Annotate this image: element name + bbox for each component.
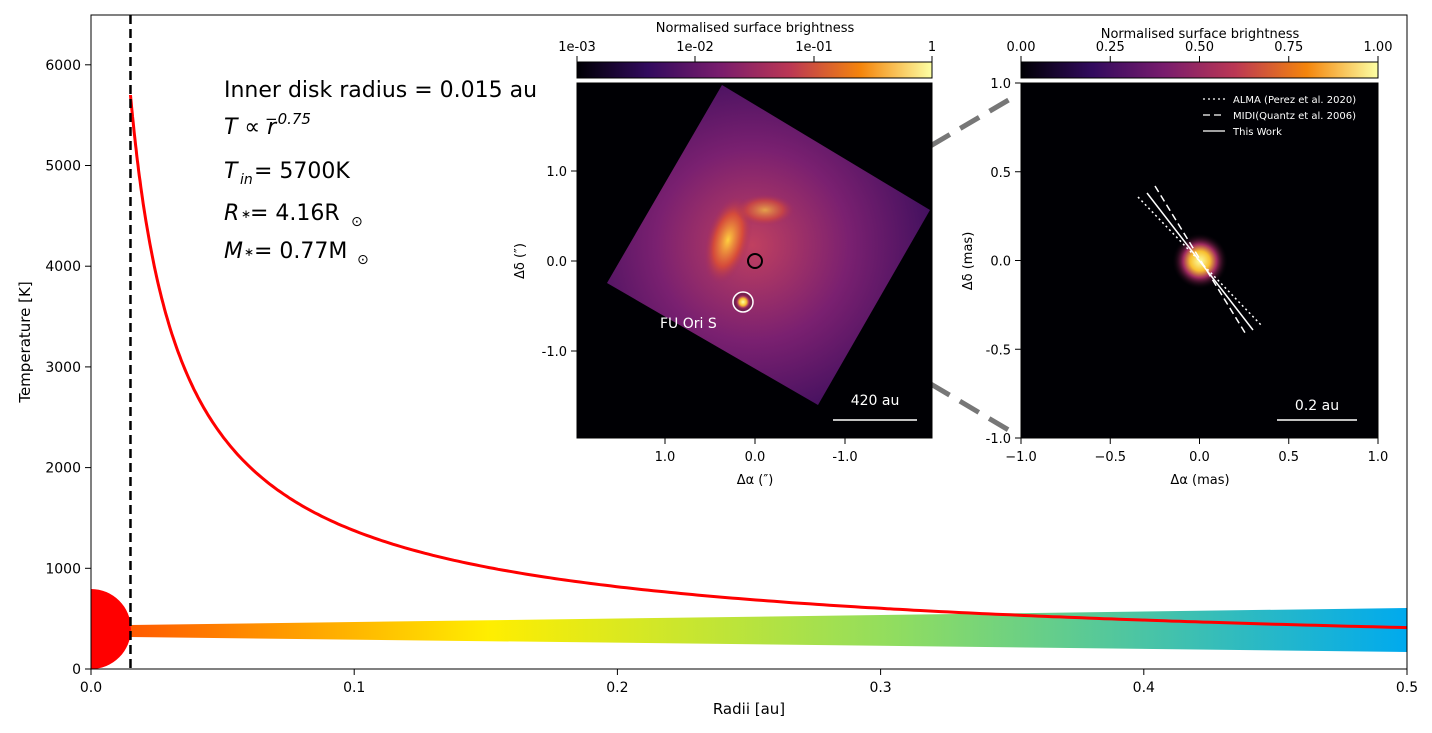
axes-frame: [90, 14, 1408, 670]
disk-wedge: [131, 608, 1407, 652]
colorbar-tick-label: 1e-02: [676, 40, 714, 55]
scalebar-label: 420 au: [851, 393, 900, 409]
y-tick-label: 0.0: [546, 255, 567, 270]
x-axis-label: Δα (″): [737, 473, 774, 488]
x-tick-label: 1.0: [655, 450, 676, 465]
midi-line: [1154, 185, 1248, 337]
colorbar-tick-label: 1e-01: [795, 40, 833, 55]
scalebar-label: 0.2 au: [1295, 398, 1339, 414]
legend-entry: This Work: [1232, 127, 1282, 138]
y-axis-label: Temperature [K]: [16, 281, 34, 403]
inset-large-scale-image: FU Ori S 420 au 1.0 0.0 -1.0 1.0 0.0 -1.0 Δα (″)…: [513, 21, 936, 488]
y-tick-label: 6000: [45, 58, 81, 74]
y-tick-label: 0.5: [990, 166, 1011, 181]
annotation-mstar-value: = 0.77M: [254, 239, 347, 264]
x-tick-label: -1.0: [832, 450, 857, 465]
x-tick-label: 0.0: [1189, 450, 1210, 465]
y-tick-label: 2000: [45, 461, 81, 477]
main-plot: 0.0 0.1 0.2 0.3 0.4 0.50100020003000400050006…: [16, 14, 1418, 718]
annotation-rstar-value: = 4.16R: [250, 201, 340, 226]
colorbar-tick-label: 0.75: [1274, 40, 1303, 55]
annotation-mstar-sub: ∗: [244, 245, 254, 259]
annotation-inner-radius: Inner disk radius = 0.015 au: [224, 78, 537, 103]
x-tick-label: 0.5: [1278, 450, 1299, 465]
x-tick-label: 0.2: [606, 680, 628, 696]
colorbar-tick-label: 1: [928, 40, 936, 55]
colorbar-tick-label: 0.25: [1096, 40, 1125, 55]
annotation-exponent: −0.75: [265, 110, 311, 128]
y-tick-label: 0: [72, 662, 81, 678]
x-axis-label: Δα (mas): [1170, 473, 1229, 488]
colorbar: [576, 61, 933, 79]
colorbar-tick-label: 1.00: [1364, 40, 1393, 55]
legend-entry: ALMA (Perez et al. 2020): [1233, 95, 1356, 106]
colorbar-tick-label: 0.00: [1007, 40, 1036, 55]
fu-ori-s-marker: [732, 291, 754, 313]
colorbar-label: Normalised surface brightness: [1101, 27, 1300, 42]
colorbar-tick-label: 1e-03: [558, 40, 596, 55]
x-tick-label: 0.0: [80, 680, 102, 696]
y-tick-label: 1.0: [990, 77, 1011, 92]
annotation-tin: T: [224, 159, 239, 184]
fu-ori-n-marker: [747, 253, 763, 269]
y-tick-label: 4000: [45, 259, 81, 275]
y-tick-label: -1.0: [542, 345, 567, 360]
this-work-line: [1146, 192, 1254, 331]
colorbar: [1020, 61, 1379, 79]
annotation-power-law: T ∝ r: [224, 115, 278, 140]
annotation-mstar: M: [224, 239, 243, 264]
y-tick-label: 5000: [45, 159, 81, 175]
star-marker: [91, 589, 131, 669]
x-tick-label: 0.1: [343, 680, 365, 696]
x-tick-label: −1.0: [1005, 450, 1037, 465]
colorbar-label: Normalised surface brightness: [656, 21, 855, 36]
x-axis-label: Radii [au]: [713, 700, 785, 718]
colorbar-tick-label: 0.50: [1185, 40, 1214, 55]
sun-symbol: ⊙: [357, 252, 369, 268]
annotation-tin-value: = 5700K: [254, 159, 350, 184]
disk-emission: [607, 85, 930, 405]
fu-ori-s-label: FU Ori S: [660, 316, 717, 332]
temperature-curve: [129, 95, 1407, 630]
x-tick-label: 0.5: [1396, 680, 1418, 696]
x-tick-label: 1.0: [1368, 450, 1389, 465]
y-tick-label: -1.0: [986, 432, 1011, 447]
annotation-rstar-sub: ∗: [241, 207, 251, 221]
x-tick-label: 0.4: [1133, 680, 1155, 696]
bright-arm: [735, 194, 795, 226]
y-tick-label: 1.0: [546, 165, 567, 180]
y-axis-label: Δδ (″): [513, 243, 528, 279]
y-tick-label: 0.0: [990, 255, 1011, 270]
plot-area: [91, 95, 1407, 669]
sun-symbol: ⊙: [351, 214, 363, 230]
inset-inner-disk-image: ALMA (Perez et al. 2020) MIDI(Quantz et a…: [961, 27, 1392, 488]
y-tick-label: 3000: [45, 360, 81, 376]
annotation-tin-sub: in: [240, 172, 253, 188]
y-tick-label: -0.5: [986, 343, 1011, 358]
x-tick-label: −0.5: [1094, 450, 1126, 465]
annotation-rstar: R: [224, 201, 239, 226]
y-tick-label: 1000: [45, 561, 81, 577]
x-tick-label: 0.0: [745, 450, 766, 465]
x-tick-label: 0.3: [869, 680, 891, 696]
legend-entry: MIDI(Quantz et al. 2006): [1233, 111, 1356, 122]
y-axis-label: Δδ (mas): [961, 232, 976, 291]
